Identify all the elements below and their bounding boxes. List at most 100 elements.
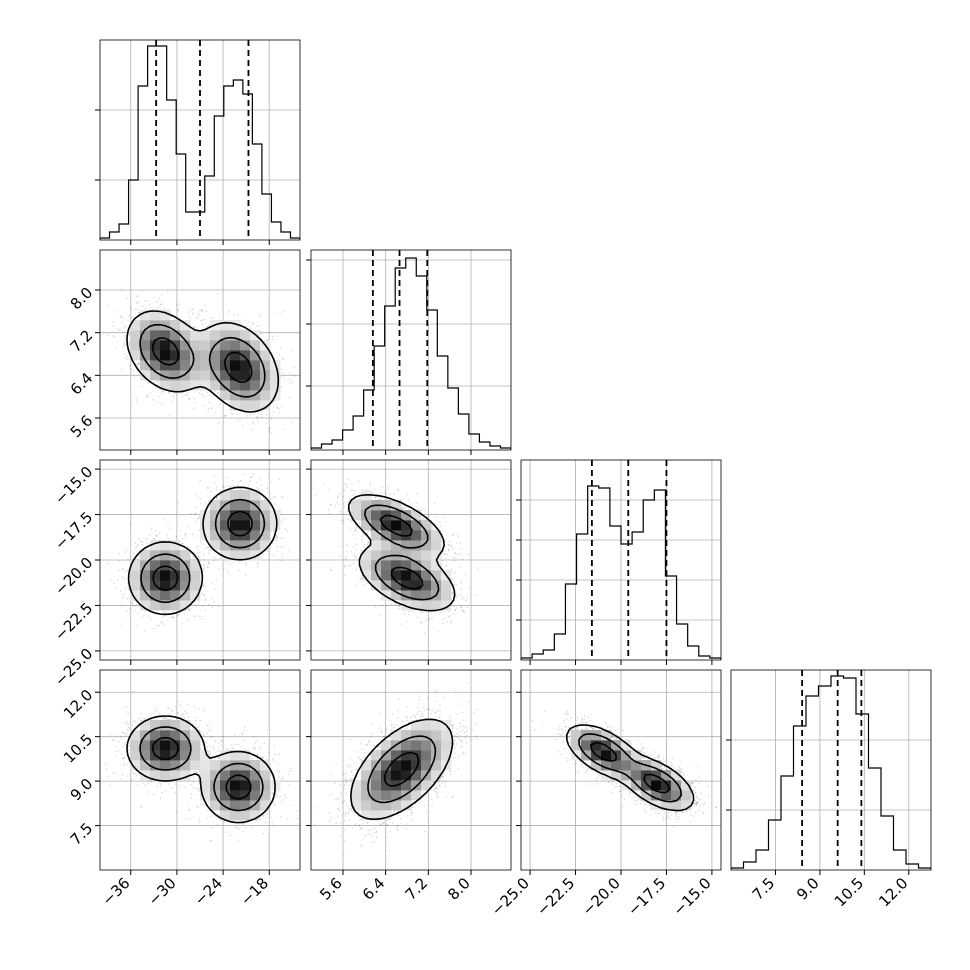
sample-point <box>279 347 282 350</box>
sample-point <box>129 342 131 344</box>
sample-point <box>282 537 284 539</box>
sample-point <box>136 545 138 547</box>
sample-point <box>187 311 189 313</box>
sample-point <box>201 618 203 620</box>
density-cell <box>130 320 141 331</box>
sample-point <box>146 542 149 545</box>
sample-point <box>207 410 209 412</box>
sample-point <box>306 545 307 546</box>
sample-point <box>161 402 163 404</box>
sample-point <box>154 381 156 383</box>
sample-point <box>171 395 173 397</box>
sample-point <box>177 614 179 616</box>
histogram-series <box>731 675 931 870</box>
sample-point <box>207 394 209 396</box>
sample-point <box>184 394 186 396</box>
sample-point <box>216 497 218 500</box>
density-cell <box>260 350 271 361</box>
sample-point <box>162 518 165 520</box>
sample-point <box>183 548 185 550</box>
sample-point <box>158 379 160 382</box>
sample-point <box>156 384 158 386</box>
sample-point <box>126 598 128 600</box>
sample-point <box>272 336 274 338</box>
sample-point <box>161 390 163 393</box>
sample-point <box>202 605 204 607</box>
sample-point <box>156 309 159 311</box>
sample-point <box>282 428 284 430</box>
sample-point <box>198 555 200 558</box>
sample-point <box>210 597 213 599</box>
sample-point <box>203 394 205 397</box>
sample-point <box>191 533 194 535</box>
sample-point <box>266 487 269 489</box>
sample-point <box>145 307 147 309</box>
sample-point <box>161 303 163 305</box>
sample-point <box>273 400 276 402</box>
sample-point <box>103 567 105 569</box>
sample-point <box>128 575 131 578</box>
density-cell <box>260 390 271 401</box>
sample-point <box>256 416 258 418</box>
sample-point <box>224 487 226 489</box>
sample-point <box>134 542 137 544</box>
sample-point <box>123 578 126 581</box>
sample-point <box>150 618 152 621</box>
sample-point <box>269 427 271 429</box>
sample-point <box>100 360 102 363</box>
sample-point <box>122 330 124 333</box>
density-cell <box>160 310 171 321</box>
sample-point <box>272 530 275 532</box>
sample-point <box>137 301 139 304</box>
histogram-panel <box>516 459 722 665</box>
sample-point <box>275 534 277 537</box>
sample-point <box>126 358 128 361</box>
sample-point <box>273 411 275 413</box>
sample-point <box>272 496 275 498</box>
sample-point <box>132 603 134 605</box>
sample-point <box>186 392 189 394</box>
sample-point <box>206 487 208 489</box>
sample-point <box>236 419 238 421</box>
sample-point <box>124 345 126 347</box>
sample-point <box>185 394 188 396</box>
sample-point <box>178 613 180 616</box>
sample-point <box>133 377 136 379</box>
sample-point <box>247 484 250 486</box>
axes-frame <box>730 669 932 871</box>
sample-point <box>167 537 169 539</box>
sample-point <box>212 316 215 318</box>
sample-point <box>126 610 128 612</box>
sample-point <box>210 490 212 492</box>
sample-point <box>203 594 205 597</box>
sample-point <box>279 354 281 356</box>
sample-point <box>192 313 194 315</box>
sample-point <box>261 416 263 419</box>
sample-point <box>204 599 206 602</box>
density-cell <box>240 390 251 401</box>
sample-point <box>209 324 211 326</box>
sample-point <box>133 605 136 607</box>
density-cell <box>250 340 261 351</box>
contour-line <box>126 310 280 413</box>
sample-point <box>190 558 192 561</box>
sample-point <box>251 322 253 325</box>
sample-point <box>278 412 280 414</box>
sample-point <box>230 412 233 414</box>
sample-point <box>193 391 196 393</box>
sample-point <box>257 561 259 563</box>
density-cell <box>200 360 211 371</box>
sample-point <box>202 584 204 586</box>
sample-point <box>182 392 184 394</box>
sample-point <box>251 476 253 478</box>
sample-point <box>181 538 184 540</box>
density-cell <box>140 360 151 371</box>
density-cell <box>170 370 181 381</box>
sample-point <box>137 544 139 546</box>
histogram-series <box>521 485 721 660</box>
density-cell <box>170 350 181 361</box>
sample-point <box>214 588 216 590</box>
sample-point <box>282 556 284 559</box>
sample-point <box>225 414 227 417</box>
sample-point <box>145 394 148 396</box>
